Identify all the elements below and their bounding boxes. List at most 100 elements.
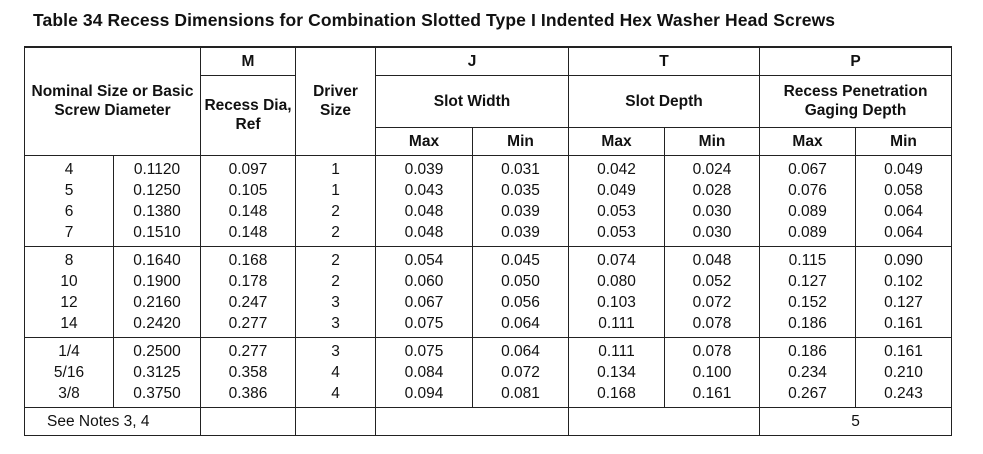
cell-slot-width-max: 0.075 — [375, 312, 473, 334]
header-driver-size: Driver Size — [295, 46, 376, 156]
cell-slot-depth-max: 0.111 — [568, 340, 665, 362]
cell-nominal-size: 8 — [24, 249, 114, 271]
cell-slot-width-max: 0.048 — [375, 200, 473, 222]
cell-slot-depth-min: 0.028 — [664, 179, 760, 201]
header-t-min: Min — [664, 127, 760, 156]
cell-slot-depth-min: 0.078 — [664, 312, 760, 334]
footer-cell — [295, 406, 376, 436]
header-m-letter: M — [200, 46, 296, 76]
cell-recess-dia: 0.358 — [200, 361, 296, 383]
table-row: 6 0.1380 0.148 2 0.048 0.039 0.053 0.030 0.089 0.… — [24, 200, 952, 222]
cell-basic-diameter: 0.2160 — [113, 291, 201, 313]
cell-penetration-min: 0.102 — [855, 270, 952, 292]
cell-driver-size: 2 — [295, 270, 376, 292]
cell-slot-width-max: 0.075 — [375, 340, 473, 362]
cell-basic-diameter: 0.1120 — [113, 158, 201, 180]
cell-penetration-max: 0.234 — [759, 361, 856, 383]
header-slot-width: Slot Width — [375, 75, 569, 128]
cell-nominal-size: 5 — [24, 179, 114, 201]
cell-penetration-max: 0.152 — [759, 291, 856, 313]
table-row: 5/16 0.3125 0.358 4 0.084 0.072 0.134 0.100 0.23… — [24, 361, 952, 383]
cell-recess-dia: 0.277 — [200, 312, 296, 334]
cell-penetration-min: 0.064 — [855, 200, 952, 222]
cell-recess-dia: 0.386 — [200, 382, 296, 404]
cell-basic-diameter: 0.1380 — [113, 200, 201, 222]
cell-slot-depth-min: 0.030 — [664, 221, 760, 243]
recess-dimensions-table: Nominal Size or Basic Screw Diameter M D… — [24, 46, 952, 436]
cell-penetration-max: 0.076 — [759, 179, 856, 201]
cell-penetration-min: 0.161 — [855, 312, 952, 334]
cell-slot-width-max: 0.039 — [375, 158, 473, 180]
cell-slot-width-min: 0.072 — [472, 361, 569, 383]
cell-penetration-max: 0.089 — [759, 200, 856, 222]
cell-slot-depth-min: 0.030 — [664, 200, 760, 222]
cell-driver-size: 4 — [295, 361, 376, 383]
header-slot-depth: Slot Depth — [568, 75, 760, 128]
cell-driver-size: 2 — [295, 249, 376, 271]
cell-basic-diameter: 0.1900 — [113, 270, 201, 292]
group-spacer — [24, 155, 952, 159]
group-spacer — [24, 403, 952, 407]
cell-recess-dia: 0.178 — [200, 270, 296, 292]
table-row: 10 0.1900 0.178 2 0.060 0.050 0.080 0.052 0.127 0… — [24, 270, 952, 292]
footer-notes: See Notes 3, 4 — [24, 406, 201, 436]
spacer-cell — [855, 155, 952, 159]
group-spacer — [24, 336, 952, 341]
cell-recess-dia: 0.168 — [200, 249, 296, 271]
header-p-letter: P — [759, 46, 952, 76]
cell-penetration-max: 0.067 — [759, 158, 856, 180]
cell-slot-depth-min: 0.024 — [664, 158, 760, 180]
header-recess-penetration: Recess Penetration Gaging Depth — [759, 75, 952, 128]
group-spacer — [24, 242, 952, 246]
cell-slot-depth-max: 0.053 — [568, 221, 665, 243]
cell-nominal-size: 4 — [24, 158, 114, 180]
cell-nominal-size: 12 — [24, 291, 114, 313]
header-p-min: Min — [855, 127, 952, 156]
cell-recess-dia: 0.148 — [200, 221, 296, 243]
cell-slot-depth-min: 0.100 — [664, 361, 760, 383]
cell-slot-width-min: 0.064 — [472, 340, 569, 362]
cell-penetration-min: 0.064 — [855, 221, 952, 243]
cell-driver-size: 3 — [295, 340, 376, 362]
cell-nominal-size: 3/8 — [24, 382, 114, 404]
cell-slot-width-min: 0.039 — [472, 200, 569, 222]
cell-penetration-min: 0.090 — [855, 249, 952, 271]
cell-basic-diameter: 0.3125 — [113, 361, 201, 383]
cell-penetration-min: 0.058 — [855, 179, 952, 201]
spacer-cell — [855, 245, 952, 250]
table-row: 5 0.1250 0.105 1 0.043 0.035 0.049 0.028 0.076 0.… — [24, 179, 952, 201]
cell-driver-size: 2 — [295, 221, 376, 243]
table-body: 4 0.1120 0.097 1 0.039 0.031 0.042 0.024 0.067 0.… — [24, 155, 952, 407]
cell-slot-width-max: 0.060 — [375, 270, 473, 292]
header-j-letter: J — [375, 46, 569, 76]
table-row: 1/4 0.2500 0.277 3 0.075 0.064 0.111 0.078 0.186… — [24, 340, 952, 362]
cell-slot-depth-max: 0.049 — [568, 179, 665, 201]
cell-penetration-min: 0.049 — [855, 158, 952, 180]
cell-nominal-size: 5/16 — [24, 361, 114, 383]
table-row: 4 0.1120 0.097 1 0.039 0.031 0.042 0.024 0.067 0.… — [24, 158, 952, 180]
cell-nominal-size: 1/4 — [24, 340, 114, 362]
cell-slot-depth-min: 0.052 — [664, 270, 760, 292]
cell-slot-depth-max: 0.053 — [568, 200, 665, 222]
cell-penetration-min: 0.210 — [855, 361, 952, 383]
spacer-cell — [855, 242, 952, 246]
cell-driver-size: 3 — [295, 312, 376, 334]
cell-slot-width-min: 0.045 — [472, 249, 569, 271]
cell-driver-size: 4 — [295, 382, 376, 404]
cell-driver-size: 1 — [295, 158, 376, 180]
cell-slot-width-min: 0.050 — [472, 270, 569, 292]
table-row: 7 0.1510 0.148 2 0.048 0.039 0.053 0.030 0.089 0.… — [24, 221, 952, 243]
cell-slot-depth-max: 0.042 — [568, 158, 665, 180]
header-j-max: Max — [375, 127, 473, 156]
cell-driver-size: 3 — [295, 291, 376, 313]
cell-slot-depth-min: 0.048 — [664, 249, 760, 271]
cell-nominal-size: 7 — [24, 221, 114, 243]
header-j-min: Min — [472, 127, 569, 156]
cell-slot-width-min: 0.031 — [472, 158, 569, 180]
cell-slot-width-min: 0.039 — [472, 221, 569, 243]
cell-recess-dia: 0.148 — [200, 200, 296, 222]
cell-penetration-max: 0.127 — [759, 270, 856, 292]
cell-basic-diameter: 0.1510 — [113, 221, 201, 243]
cell-penetration-min: 0.127 — [855, 291, 952, 313]
cell-penetration-max: 0.267 — [759, 382, 856, 404]
